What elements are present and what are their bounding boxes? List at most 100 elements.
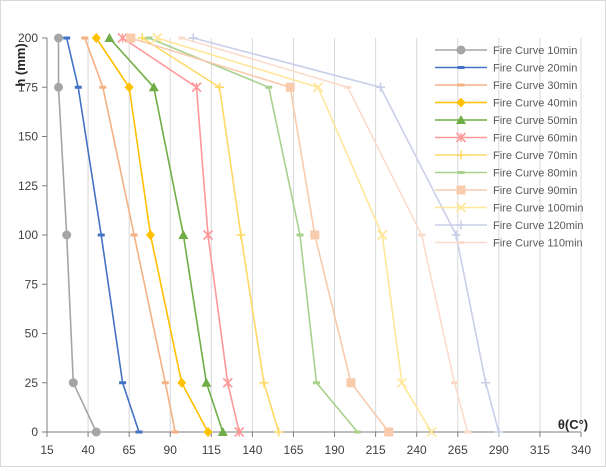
x-tick-label: 40 [81, 443, 95, 457]
data-point [62, 230, 72, 240]
data-point [418, 233, 426, 237]
data-point [97, 233, 105, 237]
data-point [178, 36, 186, 40]
legend-item: Fire Curve 70min [435, 150, 577, 162]
x-tick-label: 140 [242, 443, 262, 457]
legend-item: Fire Curve 80min [435, 168, 577, 180]
x-tick-label: 90 [164, 443, 178, 457]
data-point [396, 377, 407, 388]
series-7 [137, 33, 284, 437]
data-point [217, 427, 228, 436]
data-point [99, 85, 107, 89]
data-point [376, 82, 386, 92]
legend-label: Fire Curve 40min [493, 98, 577, 110]
data-point [215, 82, 225, 92]
y-tick-label: 175 [18, 80, 38, 94]
series-2 [63, 36, 143, 434]
x-tick-label: 340 [571, 443, 591, 457]
data-point [203, 427, 213, 437]
legend-label: Fire Curve 10min [493, 45, 577, 57]
x-tick-label: 290 [489, 443, 509, 457]
series-5 [104, 33, 228, 436]
data-point [148, 82, 159, 92]
x-tick-label: 315 [530, 443, 550, 457]
legend-label: Fire Curve 60min [493, 133, 577, 145]
data-point [384, 427, 394, 437]
data-point [68, 378, 78, 388]
data-point [296, 233, 304, 237]
x-tick-label: 15 [40, 443, 54, 457]
x-tick-label: 115 [202, 443, 221, 457]
series-4 [91, 33, 213, 437]
x-tick-label: 165 [283, 443, 303, 457]
legend-item: Fire Curve 40min [435, 97, 577, 110]
y-tick-label: 50 [25, 327, 39, 341]
data-point [161, 381, 169, 385]
legend: Fire Curve 10min Fire Curve 20min Fire Cur… [435, 45, 583, 250]
data-point [130, 233, 138, 237]
data-point [178, 230, 189, 239]
data-point [54, 33, 64, 43]
legend-label: Fire Curve 90min [493, 185, 577, 197]
legend-marker [456, 45, 466, 55]
y-tick-label: 150 [18, 130, 38, 144]
data-point [481, 378, 491, 388]
data-point [119, 381, 127, 385]
series-10 [152, 32, 437, 438]
data-point [377, 229, 388, 241]
data-point [117, 32, 128, 44]
series-line [108, 37, 224, 433]
legend-item: Fire Curve 50min [435, 115, 577, 127]
data-point [135, 430, 143, 434]
legend-label: Fire Curve 80min [493, 168, 577, 180]
series-11 [188, 33, 504, 437]
legend-item: Fire Curve 120min [435, 220, 583, 232]
series-6 [117, 32, 245, 438]
legend-label: Fire Curve 30min [493, 80, 577, 92]
data-point [312, 381, 320, 385]
data-point [274, 427, 284, 437]
data-point [313, 82, 324, 93]
x-tick-label: 215 [366, 443, 386, 457]
data-point [91, 427, 101, 437]
legend-label: Fire Curve 20min [493, 63, 577, 75]
data-point [124, 82, 134, 93]
legend-marker [457, 83, 465, 87]
data-point [54, 82, 64, 92]
series-line [156, 37, 433, 433]
legend-marker [455, 132, 467, 143]
legend-marker [456, 220, 466, 230]
data-point [81, 36, 89, 40]
legend-label: Fire Curve 110min [493, 238, 583, 250]
data-point [234, 426, 245, 438]
legend-marker [455, 202, 467, 213]
data-point [222, 377, 233, 388]
data-point [191, 82, 202, 93]
x-tick-label: 65 [122, 443, 136, 457]
legend-label: Fire Curve 120min [493, 220, 583, 232]
legend-marker [457, 171, 465, 174]
legend-label: Fire Curve 100min [493, 203, 583, 215]
y-axis-title: h (mm) [13, 43, 28, 86]
legend-marker [456, 115, 466, 124]
data-point [464, 430, 472, 434]
legend-marker [456, 97, 466, 108]
legend-item: Fire Curve 20min [435, 63, 577, 75]
series-9 [126, 33, 394, 437]
y-tick-label: 25 [25, 376, 39, 390]
legend-marker [456, 150, 466, 160]
x-tick-label: 240 [407, 443, 427, 457]
y-tick-label: 100 [18, 228, 38, 242]
series-1 [54, 33, 101, 437]
x-tick-label: 190 [325, 443, 345, 457]
data-point [202, 229, 214, 241]
legend-item: Fire Curve 60min [435, 132, 577, 145]
axis-layer: 0 25 50 75 100 125 150 175 200 15 40 65 90 115 140 165 1… [18, 31, 591, 457]
data-point [285, 82, 295, 92]
data-point [344, 85, 352, 89]
data-point [104, 33, 115, 42]
legend-item: Fire Curve 100min [435, 202, 583, 215]
data-point [126, 33, 136, 43]
